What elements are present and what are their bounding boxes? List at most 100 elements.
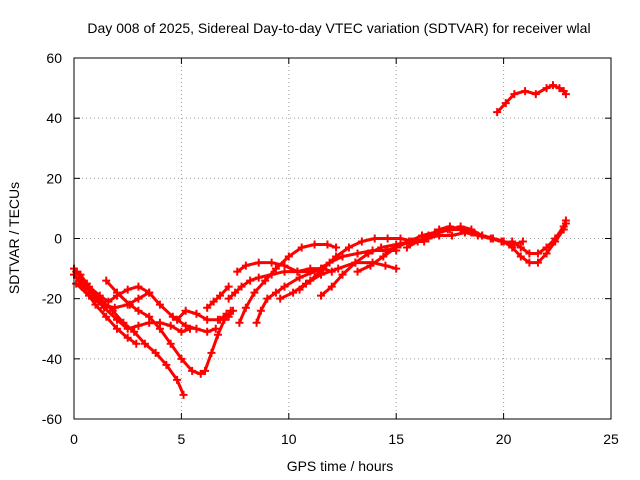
data-point: [561, 216, 570, 225]
data-point: [351, 258, 360, 267]
data-point: [334, 264, 343, 273]
data-point: [280, 282, 289, 291]
data-point: [370, 234, 379, 243]
data-point: [254, 273, 263, 282]
data-point: [542, 84, 551, 93]
data-point: [263, 294, 272, 303]
data-point: [551, 234, 560, 243]
x-axis-label: GPS time / hours: [287, 458, 394, 474]
data-point: [353, 249, 362, 258]
data-point: [72, 279, 81, 288]
data-point: [261, 276, 270, 285]
data-point: [155, 324, 164, 333]
data-point: [267, 258, 276, 267]
data-point: [241, 261, 250, 270]
y-tick-label: 40: [46, 110, 62, 126]
data-point: [493, 108, 502, 117]
data-point: [555, 84, 564, 93]
data-point: [224, 282, 233, 291]
data-point: [542, 243, 551, 252]
data-point: [377, 243, 386, 252]
chart-title: Day 008 of 2025, Sidereal Day-to-day VTE…: [87, 20, 590, 36]
y-tick-label: -60: [42, 411, 62, 427]
data-point: [188, 366, 197, 375]
data-point: [533, 258, 542, 267]
data-point: [467, 225, 476, 234]
data-point: [516, 252, 525, 261]
data-point: [297, 243, 306, 252]
data-point: [237, 282, 246, 291]
data-point: [381, 261, 390, 270]
series-trace: [237, 243, 338, 325]
data-point: [123, 333, 132, 342]
data-point: [424, 234, 433, 243]
data-point: [134, 306, 143, 315]
data-point: [488, 234, 497, 243]
data-point: [357, 237, 366, 246]
data-point: [203, 315, 212, 324]
series-arc-23: [216, 309, 231, 324]
data-point: [271, 264, 280, 273]
data-point: [112, 315, 121, 324]
data-point: [140, 339, 149, 348]
data-point: [379, 252, 388, 261]
data-point: [173, 315, 182, 324]
data-point: [280, 261, 289, 270]
data-point: [289, 288, 298, 297]
data-point: [525, 249, 534, 258]
x-tick-label: 0: [70, 431, 78, 447]
data-point: [353, 267, 362, 276]
series-trace: [491, 222, 568, 265]
data-series: [70, 81, 570, 399]
data-point: [344, 243, 353, 252]
data-point: [179, 390, 188, 399]
data-point: [134, 321, 143, 330]
data-point: [235, 318, 244, 327]
data-point: [271, 288, 280, 297]
y-axis-label: SDTVAR / TECUs: [6, 182, 22, 294]
data-point: [151, 348, 160, 357]
data-point: [203, 327, 212, 336]
data-point: [402, 243, 411, 252]
data-point: [533, 249, 542, 258]
data-point: [510, 90, 519, 99]
data-point: [241, 303, 250, 312]
data-point: [306, 267, 315, 276]
data-point: [295, 273, 304, 282]
data-point: [276, 294, 285, 303]
data-point: [201, 366, 210, 375]
data-point: [145, 288, 154, 297]
data-point: [396, 240, 405, 249]
data-point: [366, 261, 375, 270]
data-point: [203, 303, 212, 312]
y-tick-label: -20: [42, 291, 62, 307]
data-point: [323, 240, 332, 249]
data-point: [224, 294, 233, 303]
data-point: [177, 354, 186, 363]
data-point: [123, 285, 132, 294]
data-point: [310, 240, 319, 249]
series-arc-10: [235, 240, 341, 327]
data-point: [252, 318, 261, 327]
series-trace: [298, 237, 415, 292]
series-arc-21: [508, 216, 570, 258]
series-arc-12: [233, 258, 326, 276]
data-point: [112, 288, 121, 297]
series-arc-7: [173, 306, 237, 324]
data-point: [102, 276, 111, 285]
y-tick-label: 60: [46, 50, 62, 66]
data-point: [177, 327, 186, 336]
data-point: [525, 258, 534, 267]
y-tick-labels: -60 -40 -20 0 20 40 60: [42, 50, 62, 427]
data-point: [162, 360, 171, 369]
series-arc-22: [493, 81, 570, 117]
data-point: [317, 291, 326, 300]
data-point: [332, 243, 341, 252]
data-point: [456, 222, 465, 231]
series-arc-14: [295, 234, 418, 294]
y-tick-label: -40: [42, 351, 62, 367]
series-trace: [426, 225, 525, 246]
data-point: [516, 243, 525, 252]
data-point: [254, 258, 263, 267]
